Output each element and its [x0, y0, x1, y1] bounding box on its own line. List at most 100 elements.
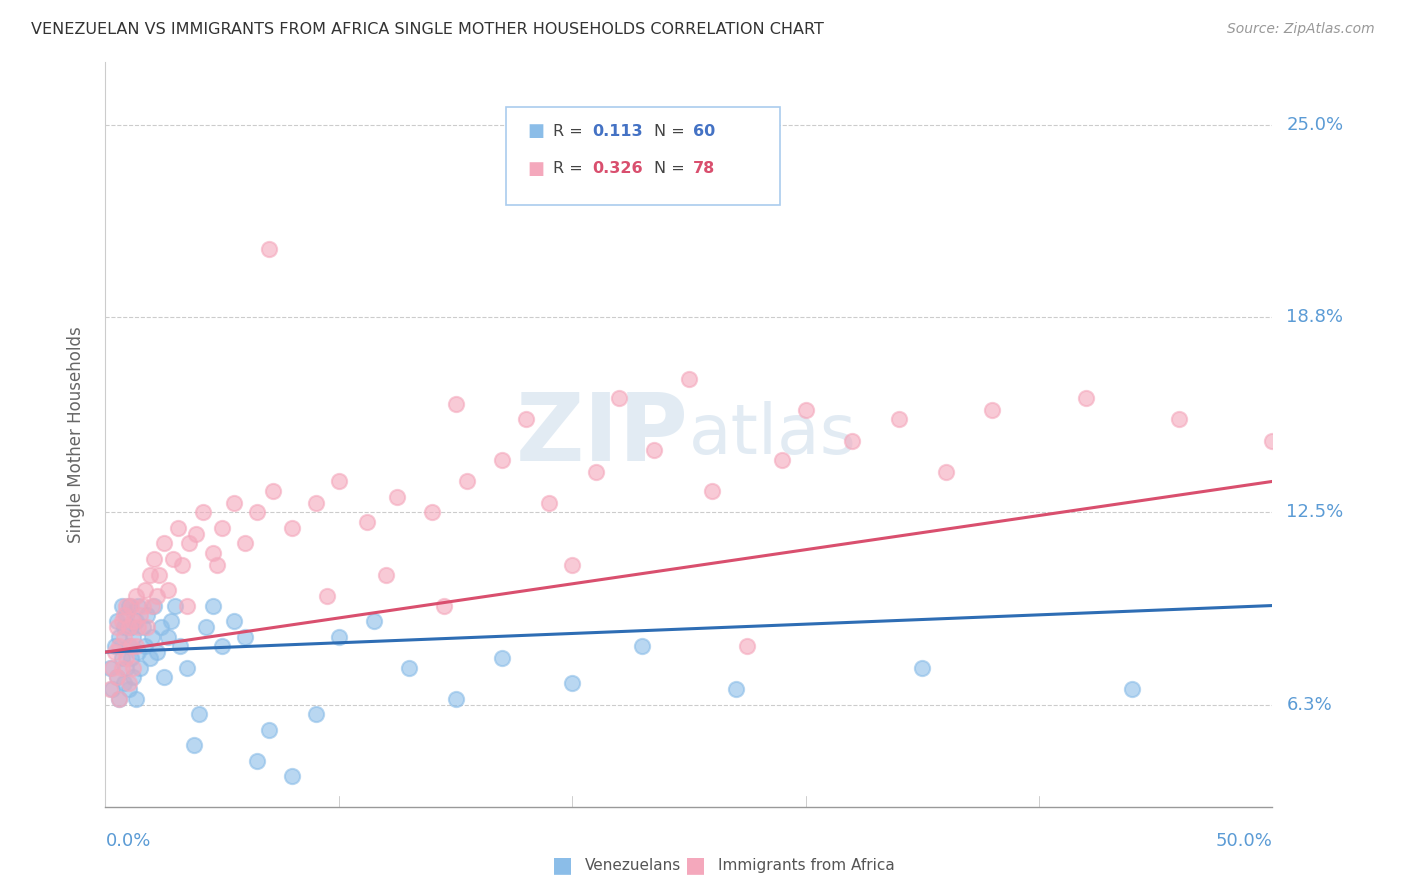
Text: N =: N =: [654, 161, 690, 176]
Point: [132, 599, 155, 613]
Point: [153, 536, 174, 550]
Point: [162, 552, 184, 566]
Point: [841, 434, 863, 448]
Text: atlas: atlas: [689, 401, 856, 468]
Point: [112, 620, 135, 634]
Point: [139, 651, 162, 665]
Point: [433, 599, 456, 613]
Point: [235, 536, 257, 550]
Point: [104, 645, 127, 659]
Point: [118, 620, 141, 634]
Point: [122, 670, 145, 684]
Point: [304, 496, 326, 510]
Point: [104, 639, 127, 653]
Point: [132, 620, 155, 634]
Point: [112, 607, 135, 622]
Point: [385, 490, 409, 504]
Point: [108, 639, 131, 653]
Point: [127, 645, 149, 659]
Point: [150, 620, 173, 634]
Point: [186, 527, 208, 541]
Point: [108, 691, 131, 706]
Text: 78: 78: [693, 161, 716, 176]
Point: [211, 521, 233, 535]
Point: [111, 599, 134, 613]
Point: [444, 691, 467, 706]
Point: [165, 599, 187, 613]
Point: [737, 639, 759, 653]
Point: [146, 589, 169, 603]
Text: R =: R =: [553, 161, 588, 176]
Point: [122, 630, 145, 644]
Text: 60: 60: [693, 124, 716, 138]
Point: [183, 738, 205, 752]
Point: [134, 639, 156, 653]
Point: [125, 589, 148, 603]
Point: [207, 558, 229, 573]
Text: 0.113: 0.113: [592, 124, 643, 138]
Point: [281, 521, 304, 535]
Point: [257, 723, 280, 737]
Text: 0.0%: 0.0%: [105, 832, 150, 850]
Point: [148, 567, 170, 582]
Point: [176, 660, 198, 674]
Text: 25.0%: 25.0%: [1286, 115, 1344, 134]
Point: [166, 521, 188, 535]
Text: R =: R =: [553, 124, 588, 138]
Point: [118, 682, 141, 697]
Point: [374, 567, 396, 582]
Point: [1261, 434, 1284, 448]
Point: [120, 599, 142, 613]
Point: [561, 676, 583, 690]
Point: [246, 754, 269, 768]
Point: [981, 403, 1004, 417]
Point: [112, 630, 135, 644]
Text: ZIP: ZIP: [516, 389, 689, 481]
Point: [115, 651, 138, 665]
Point: [101, 660, 124, 674]
Point: [643, 443, 665, 458]
Point: [363, 614, 385, 628]
Text: Source: ZipAtlas.com: Source: ZipAtlas.com: [1227, 22, 1375, 37]
Point: [143, 599, 166, 613]
Point: [176, 599, 198, 613]
Point: [398, 660, 420, 674]
Point: [561, 558, 583, 573]
Point: [194, 620, 217, 634]
Point: [129, 660, 152, 674]
Text: 12.5%: 12.5%: [1286, 503, 1344, 522]
Point: [201, 599, 224, 613]
Point: [115, 660, 138, 674]
Point: [125, 691, 148, 706]
Point: [235, 630, 257, 644]
Text: Immigrants from Africa: Immigrants from Africa: [718, 858, 896, 872]
Point: [134, 582, 156, 597]
Point: [631, 639, 654, 653]
Point: [222, 614, 245, 628]
Point: [125, 614, 148, 628]
Text: 0.326: 0.326: [592, 161, 643, 176]
Text: ■: ■: [527, 160, 544, 178]
Point: [702, 483, 724, 498]
Point: [105, 670, 128, 684]
Point: [111, 614, 134, 628]
Point: [257, 242, 280, 256]
Point: [444, 397, 467, 411]
Point: [143, 552, 166, 566]
Point: [794, 403, 817, 417]
Point: [770, 452, 793, 467]
Point: [118, 599, 141, 613]
Point: [211, 639, 233, 653]
Point: [139, 567, 162, 582]
Point: [112, 676, 135, 690]
Point: [101, 682, 124, 697]
Point: [1168, 412, 1191, 426]
Text: ■: ■: [527, 122, 544, 140]
Point: [537, 496, 560, 510]
Point: [515, 412, 537, 426]
Point: [585, 465, 607, 479]
Point: [328, 475, 350, 489]
Point: [118, 639, 141, 653]
Point: [222, 496, 245, 510]
Point: [724, 682, 747, 697]
